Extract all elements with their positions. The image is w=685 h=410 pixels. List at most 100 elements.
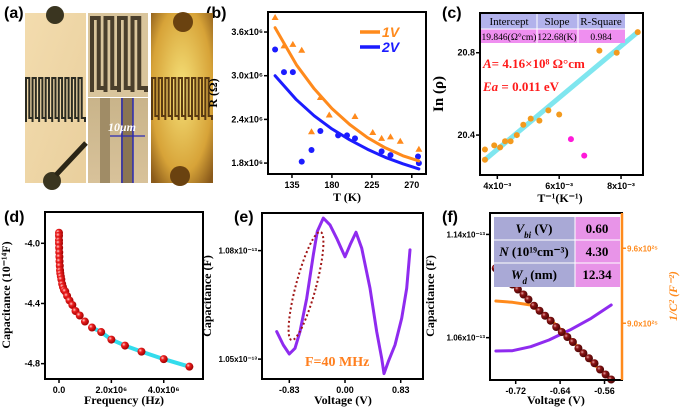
y-tick-label: 3.0x10⁶ xyxy=(231,71,263,81)
data-point xyxy=(325,111,333,118)
unit: (V) xyxy=(531,221,552,236)
data-point xyxy=(519,290,528,299)
y-right-tick-label: 9.6x10²⁵ xyxy=(627,244,658,253)
electrode-pad xyxy=(170,166,190,186)
series-line xyxy=(275,216,412,376)
x-tick-label: 0.83 xyxy=(392,385,410,395)
chart-b: 135 180 225 270 1.8x10⁶ 2.4x10⁶ 3.0x10⁶ 3.6x10⁶… xyxy=(206,11,427,204)
interdigitated-electrode xyxy=(151,77,213,120)
x-tick-label: 2.0x10⁶ xyxy=(96,385,128,395)
table-cell: 0.984 xyxy=(590,33,612,43)
annotation-A-symbol: A xyxy=(482,56,492,71)
data-point xyxy=(513,285,522,294)
subscript: d xyxy=(523,276,528,286)
data-point xyxy=(507,138,514,145)
data-point xyxy=(351,135,358,142)
y-tick-label: 1.08x10⁻¹³ xyxy=(219,247,258,256)
data-point xyxy=(601,370,610,379)
interdigitated-electrode xyxy=(90,16,148,92)
annotation-Ea-symbol: Ea xyxy=(482,79,499,94)
y-tick-label: 20.4 xyxy=(457,130,475,140)
plot-frame xyxy=(479,12,644,176)
data-point xyxy=(491,142,498,149)
parameter-table-f: Vbi (V) N (10¹⁹cm⁻³) Wd (nm) 0.60 4.30 1… xyxy=(494,217,620,287)
data-point xyxy=(502,138,509,145)
y-axis-title: Capacitance (F) xyxy=(423,255,437,337)
table-label-column xyxy=(494,217,575,287)
data-point xyxy=(552,323,561,331)
panel-label-e: (e) xyxy=(234,209,254,226)
data-point xyxy=(590,359,599,368)
data-point xyxy=(527,115,534,122)
data-point xyxy=(185,362,194,371)
table-cell: 19.846(Ω°cm) xyxy=(482,32,537,43)
x-axis-title: Voltage (V) xyxy=(314,393,372,407)
data-point xyxy=(107,335,116,344)
x-tick-label: 180 xyxy=(324,180,339,190)
y-tick-label: 3.6x10⁶ xyxy=(231,27,263,37)
symbol: V xyxy=(516,221,526,236)
chart-e: -0.83 0.00 0.83 1.05x10⁻¹³ 1.08x10⁻¹³ Voltage… xyxy=(200,212,424,407)
x-tick-label: 4.0x10⁶ xyxy=(148,385,180,395)
panel-label-a: (a) xyxy=(4,5,24,22)
photo-electrode-gap xyxy=(88,98,148,183)
hysteresis-highlight-ellipse xyxy=(287,230,325,342)
data-point xyxy=(308,146,315,153)
series-line xyxy=(494,303,613,353)
legend-label: 1V xyxy=(382,24,401,40)
plot-area xyxy=(275,216,412,376)
plot-area xyxy=(271,13,423,171)
data-point xyxy=(280,69,287,76)
y-right-tick-label: 9.0x10²⁵ xyxy=(627,319,658,328)
data-point xyxy=(387,152,394,159)
x-tick-label: 0.0 xyxy=(53,385,66,395)
charts: 135 180 225 270 1.8x10⁶ 2.4x10⁶ 3.0x10⁶ 3.6x10⁶… xyxy=(0,11,680,407)
x-tick-label: 6x10⁻³ xyxy=(545,181,573,191)
y-tick-label: 2.4x10⁶ xyxy=(231,114,263,124)
data-point xyxy=(317,128,324,135)
data-point xyxy=(535,306,544,315)
y-tick-label: -4.4 xyxy=(24,298,40,308)
data-point xyxy=(289,69,296,76)
annotation-A: A= 4.16×10⁸ Ω°cm xyxy=(482,56,585,71)
data-point xyxy=(351,112,359,119)
data-point xyxy=(415,145,423,152)
data-point xyxy=(80,317,89,326)
data-point xyxy=(369,128,377,135)
data-point xyxy=(596,47,603,54)
data-point xyxy=(596,365,605,374)
x-tick-label: 225 xyxy=(364,180,379,190)
data-point xyxy=(581,152,588,159)
data-point xyxy=(68,300,77,309)
data-point xyxy=(271,13,279,20)
series-line xyxy=(273,26,421,163)
y-right-axis-title: 1/C² (F⁻²) xyxy=(666,271,680,321)
series-line xyxy=(273,74,421,171)
data-point xyxy=(541,311,550,320)
x-tick-label: -0.72 xyxy=(505,386,526,396)
data-point xyxy=(613,49,620,56)
data-point xyxy=(584,354,593,363)
y-axis-title: In (ρ) xyxy=(431,76,447,112)
annotation-Ea: Ea = 0.011 eV xyxy=(482,79,560,94)
data-point xyxy=(87,323,96,332)
data-point xyxy=(557,328,566,336)
data-point xyxy=(481,156,488,163)
fit-table-c: Intercept Slope R-Square 19.846(Ω°cm) 12… xyxy=(481,14,625,43)
unit: (nm) xyxy=(527,267,557,282)
plot-area xyxy=(55,228,194,371)
data-point xyxy=(120,341,129,350)
legend-label: 2V xyxy=(381,39,401,55)
data-point xyxy=(415,153,422,160)
series-line xyxy=(90,325,192,369)
table-value-n: 4.30 xyxy=(586,244,609,259)
table-header: R-Square xyxy=(580,16,622,28)
data-point xyxy=(634,29,641,36)
data-point xyxy=(524,295,533,304)
data-point xyxy=(530,301,539,310)
data-point xyxy=(159,355,168,364)
table-label-wd: Wd (nm) xyxy=(511,267,557,286)
panel-a-micrographs: 10μm xyxy=(25,6,213,190)
y-tick-label: -4.0 xyxy=(24,238,40,248)
